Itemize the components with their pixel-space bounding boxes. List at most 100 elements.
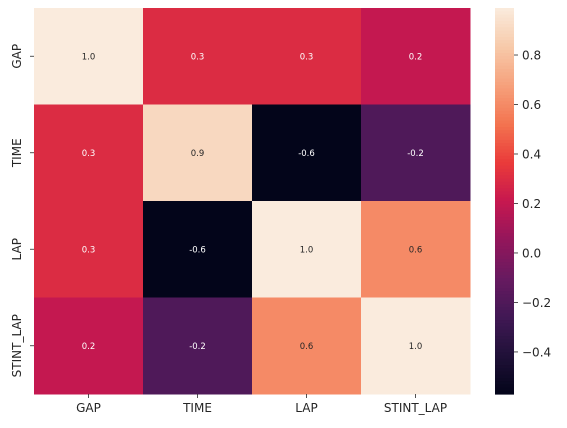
colorbar-strip xyxy=(495,246,514,250)
colorbar-strip xyxy=(495,188,514,192)
colorbar-strip xyxy=(495,242,514,247)
colorbar-strip xyxy=(495,342,514,347)
colorbar-strip xyxy=(495,252,514,257)
colorbar-strip xyxy=(495,8,514,12)
colorbar-strip xyxy=(495,178,514,183)
colorbar-strip xyxy=(495,168,514,173)
heatmap-cell-gap-lap xyxy=(252,8,362,105)
colorbar-tick-label: 0.6 xyxy=(522,98,541,112)
colorbar-strip xyxy=(495,49,514,54)
cell-label-lap-gap: 0.3 xyxy=(82,245,96,255)
colorbar-strip xyxy=(495,43,514,48)
cell-label-time-stint-lap: -0.2 xyxy=(407,149,424,159)
x-tick-label-time: TIME xyxy=(182,401,212,415)
y-tick-label-gap: GAP xyxy=(10,44,24,69)
colorbar-strip xyxy=(495,374,514,379)
colorbar-strip xyxy=(495,101,514,106)
colorbar-strip xyxy=(495,239,514,244)
colorbar: −0.4 −0.2 0.0 0.2 0.4 0.6 0.8 xyxy=(495,8,551,395)
colorbar-strip xyxy=(495,345,514,350)
colorbar-strip xyxy=(495,303,514,308)
colorbar-strip xyxy=(495,265,514,270)
colorbar-strip xyxy=(495,155,514,160)
colorbar-strip xyxy=(495,274,514,279)
cell-label-stint-lap-time: -0.2 xyxy=(189,342,206,352)
colorbar-strip xyxy=(495,249,514,254)
colorbar-tick-label: 0.2 xyxy=(522,197,541,211)
colorbar-strip xyxy=(495,217,514,221)
colorbar-strip xyxy=(495,117,514,122)
colorbar-strip xyxy=(495,59,514,64)
colorbar-strip xyxy=(495,313,514,318)
colorbar-strip xyxy=(495,24,514,28)
colorbar-strip xyxy=(495,114,514,118)
x-axis: GAP TIME LAP STINT_LAP xyxy=(76,394,447,415)
colorbar-strip xyxy=(495,323,514,328)
colorbar-strip xyxy=(495,139,514,144)
heatmap-cell-gap-stint-lap xyxy=(361,8,471,105)
colorbar-strip xyxy=(495,81,514,86)
x-tick-label-gap: GAP xyxy=(76,401,101,415)
cell-label-time-time: 0.9 xyxy=(191,149,205,159)
colorbar-strip xyxy=(495,220,514,225)
y-tick-label-lap: LAP xyxy=(10,238,24,260)
cell-label-stint-lap-gap: 0.2 xyxy=(82,342,96,352)
colorbar-strip xyxy=(495,149,514,154)
colorbar-strip xyxy=(495,72,514,77)
colorbar-strip xyxy=(495,78,514,83)
colorbar-strip xyxy=(495,36,514,41)
colorbar-strip xyxy=(495,194,514,199)
colorbar-strip xyxy=(495,281,514,286)
colorbar-strip xyxy=(495,310,514,315)
heatmap-cell-lap-time xyxy=(143,201,253,298)
heatmap-cell-labels: 1.0 0.3 0.3 0.2 0.3 0.9 -0.6 -0.2 0.3 -0.6 1.0 0.6 0… xyxy=(82,52,424,352)
colorbar-strip xyxy=(495,329,514,334)
heatmap-cells xyxy=(34,8,471,395)
colorbar-strip xyxy=(495,94,514,99)
colorbar-strip xyxy=(495,320,514,324)
cell-label-time-lap: -0.6 xyxy=(298,149,315,159)
x-tick-label-lap: LAP xyxy=(295,401,317,415)
cell-label-gap-gap: 1.0 xyxy=(82,52,96,62)
colorbar-strip xyxy=(495,226,514,231)
colorbar-strip xyxy=(495,384,514,389)
colorbar-strip xyxy=(495,204,514,209)
heatmap-cell-lap-stint-lap xyxy=(361,201,471,298)
colorbar-strip xyxy=(495,146,514,151)
cell-label-time-gap: 0.3 xyxy=(82,149,96,159)
colorbar-strip xyxy=(495,201,514,205)
colorbar-strip xyxy=(495,181,514,186)
colorbar-strip xyxy=(495,17,514,22)
colorbar-strip xyxy=(495,159,514,163)
heatmap-cell-stint-lap-lap xyxy=(252,297,362,395)
colorbar-strip xyxy=(495,197,514,202)
colorbar-strip xyxy=(495,287,514,292)
colorbar-strip xyxy=(495,348,514,353)
cell-label-lap-time: -0.6 xyxy=(189,245,206,255)
colorbar-tick-label: 0.8 xyxy=(522,49,541,63)
colorbar-strip xyxy=(495,27,514,32)
heatmap-cell-stint-lap-time xyxy=(143,297,253,395)
heatmap-cell-time-time xyxy=(143,104,253,202)
colorbar-strip xyxy=(495,133,514,138)
colorbar-strip xyxy=(495,75,514,80)
heatmap-cell-gap-gap xyxy=(34,8,144,105)
colorbar-strip xyxy=(495,33,514,38)
colorbar-strip xyxy=(495,120,514,125)
colorbar-strip xyxy=(495,316,514,321)
colorbar-strip xyxy=(495,223,514,228)
colorbar-strip xyxy=(495,172,514,176)
colorbar-strip xyxy=(495,336,514,340)
colorbar-strip xyxy=(495,62,514,67)
cell-label-gap-stint-lap: 0.2 xyxy=(409,52,423,62)
colorbar-strip xyxy=(495,184,514,189)
colorbar-strip xyxy=(495,110,514,115)
heatmap-cell-time-gap xyxy=(34,104,144,202)
colorbar-strip xyxy=(495,339,514,344)
colorbar-strip xyxy=(495,213,514,218)
colorbar-strip xyxy=(495,268,514,273)
colorbar-strip xyxy=(495,352,514,356)
y-tick-label-time: TIME xyxy=(10,138,24,168)
colorbar-strip xyxy=(495,365,514,369)
colorbar-strip xyxy=(495,255,514,260)
